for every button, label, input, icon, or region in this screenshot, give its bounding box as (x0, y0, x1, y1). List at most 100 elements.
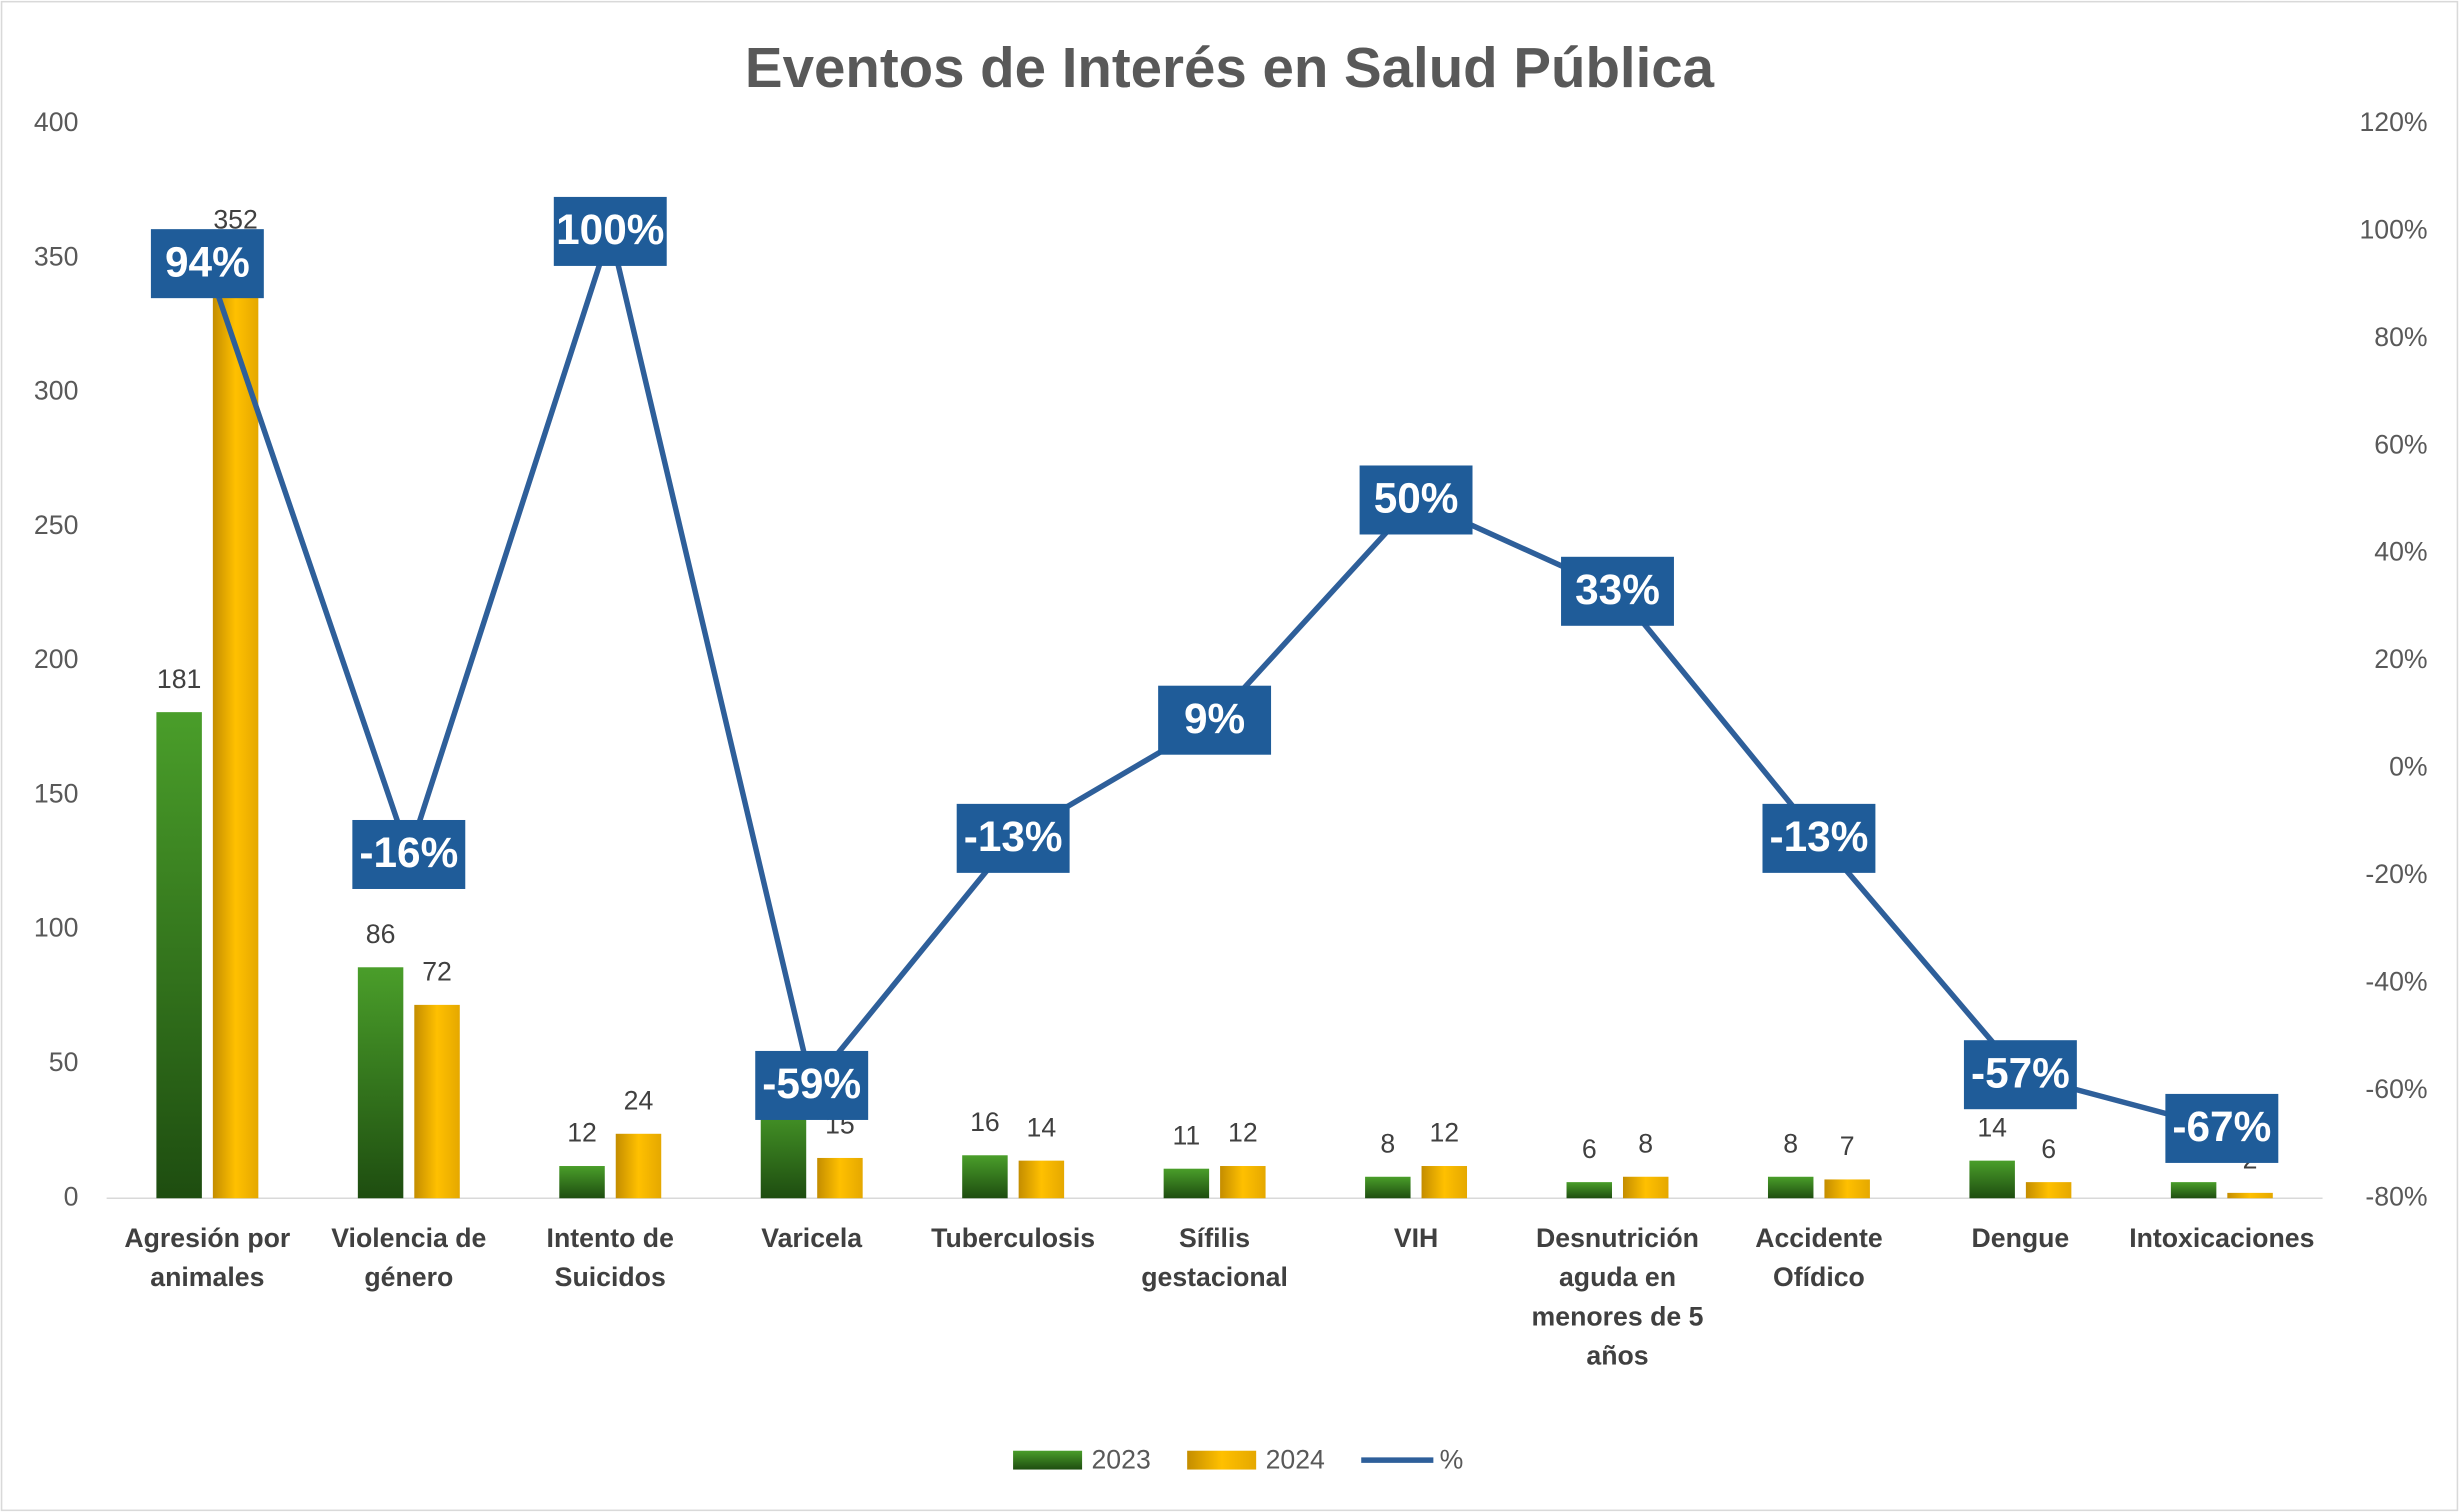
bar (1969, 1160, 2015, 1199)
data-label: 14 (1027, 1112, 1057, 1142)
bar (1163, 1168, 1210, 1199)
y-tick-label: 200 (34, 644, 78, 674)
y2-tick-label: 80% (2374, 322, 2427, 352)
y2-tick-label: 100% (2359, 214, 2427, 244)
data-label-box: 100% (553, 196, 667, 266)
x-tick-label: Varicela (761, 1223, 863, 1254)
data-label: 6 (2041, 1134, 2056, 1164)
bar (962, 1155, 1008, 1199)
x-tick-label-box: Intoxicaciones (2129, 1223, 2314, 1253)
x-tick-label-box: Sífilis gestacional (1141, 1223, 1288, 1293)
x-tick-label: Violencia de género (331, 1223, 487, 1293)
data-label: -67% (2172, 1103, 2271, 1150)
label-bg (1359, 465, 1473, 535)
label-bg (1762, 803, 1876, 873)
data-label: 8 (1638, 1128, 1653, 1158)
data-label: 24 (624, 1085, 654, 1115)
legend-label: 2023 (1091, 1445, 1150, 1475)
data-label: -13% (1770, 813, 1869, 860)
label-bg (1158, 685, 1272, 755)
data-label-box: 50% (1359, 465, 1473, 535)
label-bg (1963, 1040, 2077, 1110)
data-label: 50% (1374, 475, 1459, 522)
legend-label: 2024 (1266, 1445, 1325, 1475)
x-tick-label-box: Accidente Ofídico (1755, 1223, 1883, 1293)
y-tick-label: 0 (64, 1181, 79, 1211)
bar (817, 1157, 863, 1199)
data-label: 6 (1582, 1134, 1597, 1164)
x-tick-label: Sífilis gestacional (1141, 1223, 1288, 1293)
x-tick-label-box: Agresión por animales (124, 1223, 290, 1292)
legend-label: % (1440, 1445, 1464, 1475)
x-tick-label-box: Violencia de género (331, 1223, 487, 1293)
data-label: 8 (1380, 1128, 1395, 1158)
data-label-box: -57% (1963, 1040, 2077, 1110)
bar (414, 1004, 460, 1199)
data-label: -13% (964, 813, 1063, 860)
data-label: 33% (1575, 566, 1660, 613)
data-label-box: 94% (150, 229, 264, 299)
bar (1220, 1166, 1266, 1199)
x-tick-label: Accidente Ofídico (1755, 1223, 1883, 1293)
bar (2170, 1182, 2217, 1199)
x-tick-label: VIH (1393, 1223, 1439, 1254)
label-bg (150, 229, 264, 299)
data-label: 9% (1184, 695, 1245, 742)
label-bg (956, 803, 1070, 873)
data-label: 72 (422, 957, 452, 987)
data-label-box: -59% (755, 1050, 869, 1120)
label-bg (352, 819, 466, 889)
x-tick-label-box: Varicela (761, 1223, 863, 1254)
data-label-box: 9% (1158, 685, 1272, 755)
bar (2025, 1182, 2072, 1199)
data-label-box: 33% (1561, 556, 1674, 626)
bar (212, 252, 259, 1199)
bar (357, 967, 404, 1199)
data-label-box: -67% (2165, 1093, 2279, 1163)
y2-tick-label: 40% (2374, 537, 2427, 567)
data-label: 12 (567, 1118, 597, 1148)
bar (1622, 1176, 1669, 1199)
data-label: 7 (1840, 1131, 1855, 1161)
y-tick-label: 250 (34, 510, 78, 540)
bar (156, 712, 202, 1199)
label-bg (2165, 1093, 2279, 1163)
y2-tick-label: -60% (2365, 1074, 2427, 1104)
bar (1767, 1176, 1814, 1199)
bar (1365, 1176, 1411, 1199)
data-label-box: -13% (956, 803, 1070, 873)
bar (1421, 1166, 1468, 1199)
label-bg (1561, 556, 1674, 626)
data-label: 12 (1228, 1118, 1258, 1148)
data-label: 16 (970, 1107, 1000, 1137)
y2-tick-label: -40% (2365, 966, 2427, 996)
legend-swatch (1013, 1450, 1083, 1470)
bar (559, 1166, 605, 1199)
data-label: -59% (762, 1060, 861, 1107)
label-bg (755, 1050, 869, 1120)
data-label: 11 (1173, 1120, 1201, 1150)
data-label: -57% (1971, 1049, 2070, 1096)
data-label: 100% (556, 206, 664, 253)
x-tick-label-box: Desnutrición aguda en menores de 5 años (1532, 1223, 1704, 1370)
bar (1824, 1179, 1870, 1199)
label-bg (553, 196, 667, 266)
y-tick-label: 100 (34, 913, 78, 943)
data-label-box: -13% (1762, 803, 1876, 873)
x-tick-label-box: Intento de Suicidos (547, 1223, 674, 1292)
x-tick-label-box: Tuberculosis (931, 1223, 1095, 1253)
chart-title: Eventos de Interés en Salud Pública (745, 36, 1715, 99)
x-tick-label-box: Dengue (1971, 1223, 2070, 1254)
data-label: 12 (1429, 1118, 1459, 1148)
y2-tick-label: 0% (2389, 752, 2428, 782)
data-label: -16% (359, 829, 458, 876)
x-tick-label: Dengue (1971, 1223, 2070, 1254)
bar (1018, 1160, 1065, 1199)
data-label: 86 (366, 919, 396, 949)
y-tick-label: 400 (34, 107, 78, 137)
bar (615, 1133, 662, 1199)
y2-tick-label: 60% (2374, 429, 2427, 459)
data-label: 181 (157, 664, 201, 694)
